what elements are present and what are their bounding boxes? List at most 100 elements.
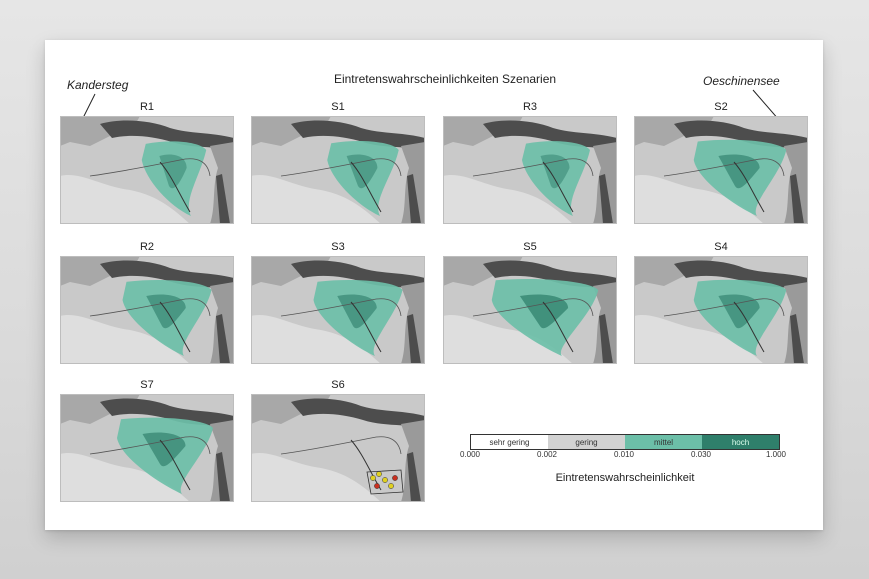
legend-tick: 0.010 [613,450,635,459]
panel-label: R1 [139,101,155,113]
scenario-map [60,116,234,224]
scenario-map [60,256,234,364]
perimeter-line [350,161,382,213]
legend-class-medium: mittel [625,435,702,449]
ridge-band [674,260,808,290]
event-point [382,477,388,483]
legend-class-label: gering [575,437,598,447]
panel-label: S4 [714,241,728,253]
scenario-map [60,394,234,502]
event-point [374,483,380,489]
hazard-zone-high [337,294,377,329]
legend-class-label: mittel [653,437,674,447]
scenario-panel-s4: S4 [633,240,809,365]
contour-line [472,298,594,317]
hazard-zone-high [718,154,760,189]
gully [216,174,230,224]
gully [790,314,804,364]
gully [599,314,613,364]
valley-floor [60,452,190,502]
probability-legend: sehr gering gering mittel hoch 0.000 0.0… [460,434,786,496]
hazard-zone-medium [141,141,207,216]
map-frame [60,394,234,502]
ridge-band [291,260,425,290]
legend-ticks: 0.000 0.002 0.010 0.030 1.000 [460,450,786,464]
panel-label: R2 [139,241,155,253]
scenario-panel-s3: S3 [250,240,426,365]
map-frame [443,116,617,224]
hazard-zone-high [519,294,569,329]
valley-floor [251,452,381,502]
panel-label: S7 [140,379,154,391]
contour-line [280,436,402,455]
event-point [370,475,376,481]
contour-line [89,158,211,177]
legend-class-high: hoch [702,435,779,449]
contour-line [663,298,785,317]
panel-label: S6 [331,379,345,391]
valley-floor [443,174,573,224]
scenario-panel-r1: R1 [59,100,235,225]
map-frame [634,256,808,364]
valley-floor [60,314,190,364]
contour-line [280,158,402,177]
contour-line [89,298,211,317]
gully [216,314,230,364]
contour-line [280,298,402,317]
perimeter-line [542,161,574,213]
valley-floor [443,314,573,364]
contour-line [472,158,594,177]
map-frame [251,394,425,502]
legend-colorbar: sehr gering gering mittel hoch [470,434,780,450]
scenario-panel-s1: S1 [250,100,426,225]
map-frame [251,256,425,364]
legend-tick: 0.030 [690,450,712,459]
panel-label: R3 [522,101,538,113]
gully [407,174,421,224]
hazard-zone-high [718,294,760,329]
legend-class-label: sehr gering [489,437,530,447]
ridge-band [291,398,425,428]
perimeter-line [350,301,382,353]
scenario-panel-s6: S6 [250,378,426,503]
scenario-panel-s2: S2 [633,100,809,225]
event-area-outline [366,469,404,495]
legend-class-label: hoch [731,437,750,447]
gully [216,452,230,502]
valley-floor [634,314,764,364]
figure-title: Eintretenswahrscheinlichkeiten Szenarien [333,72,557,86]
perimeter-line [159,301,191,353]
scenario-panel-r2: R2 [59,240,235,365]
valley-floor [251,314,381,364]
scenario-map [443,116,617,224]
legend-tick: 0.000 [459,450,481,459]
map-frame [60,116,234,224]
event-point [376,471,382,477]
contour-line [663,158,785,177]
legend-class-very-low: sehr gering [471,435,548,449]
figure-sheet: Eintretenswahrscheinlichkeiten Szenarien… [45,40,823,530]
panel-label: S5 [523,241,537,253]
ridge-band [291,120,425,150]
perimeter-line [542,301,574,353]
gully [407,314,421,364]
hazard-zone-high [142,432,186,467]
valley-floor [251,174,381,224]
gully [599,174,613,224]
legend-class-low: gering [548,435,625,449]
ridge-band [100,120,234,150]
scenario-map [634,256,808,364]
valley-floor [60,174,190,224]
legend-title: Eintretenswahrscheinlichkeit [555,472,695,484]
contour-line [89,436,211,455]
callout-oeschinensee: Oeschinensee [703,74,780,88]
ridge-band [100,398,234,428]
scenario-map [251,394,425,502]
scenario-map [251,116,425,224]
event-point [392,475,398,481]
ridge-band [483,260,617,290]
gully [790,174,804,224]
scenario-map [634,116,808,224]
hazard-zone-high [146,294,186,329]
perimeter-line [159,161,191,213]
